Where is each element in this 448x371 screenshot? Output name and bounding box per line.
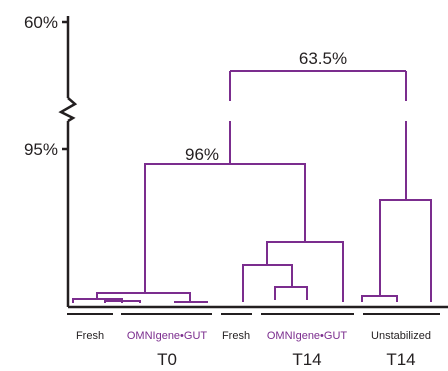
group-label-t14-fresh: Fresh (222, 330, 250, 342)
branch-unstab-inner (361, 295, 398, 302)
branch-t0-cluster (96, 292, 191, 302)
y-tick-label-95: 95% (24, 140, 58, 159)
dendrogram-tree (72, 70, 432, 303)
branch-t14-omni-outer (266, 241, 344, 302)
time-label-t14-omni: T14 (292, 350, 321, 369)
time-label-t0: T0 (157, 350, 177, 369)
group-label-t0-fresh: Fresh (76, 330, 104, 342)
group-label-t14-omni: OMNIgene•GUT (267, 330, 348, 342)
branch-t14-omni-inner (274, 286, 308, 300)
branch-t0-omni-b (174, 301, 208, 303)
branch-t14-omni-mid (242, 264, 293, 302)
axis-break-mark (58, 97, 78, 123)
branch-t0-omni-a (104, 300, 141, 303)
node-label-96: 96% (185, 145, 219, 164)
group-label-unstab: Unstabilized (371, 330, 431, 342)
group-label-t0-omni: OMNIgene•GUT (127, 330, 208, 342)
node-label-63-5: 63.5% (299, 49, 347, 68)
y-tick-label-60: 60% (24, 13, 58, 32)
time-label-t14-unstab: T14 (386, 350, 415, 369)
branch-96 (144, 163, 306, 293)
branch-unstab (379, 199, 432, 302)
